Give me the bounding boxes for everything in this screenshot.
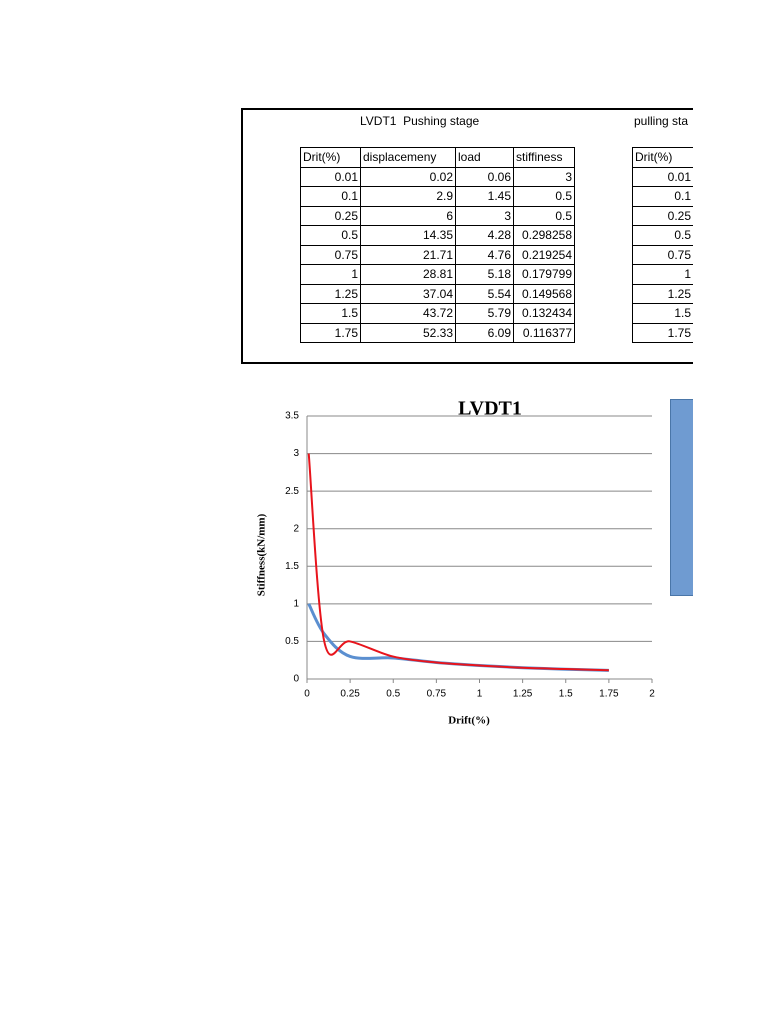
table-title: pulling sta [634, 114, 689, 128]
x-tick-label: 0.5 [386, 689, 400, 700]
cell: 0.116377 [513, 322, 575, 343]
cell: 1.75 [300, 322, 361, 343]
cell: 5.18 [455, 264, 514, 285]
cell: 0.1 [632, 186, 693, 207]
cell: 0.5 [513, 205, 575, 226]
y-tick-label: 0.5 [285, 636, 299, 647]
table-row: 1.5 43.72 5.79 0.132434 [300, 303, 575, 324]
x-axis-label: Drift(%) [448, 715, 490, 727]
x-tick-label: 1.75 [599, 689, 619, 700]
y-tick-label: 0 [293, 674, 299, 685]
x-tick-label: 1 [477, 689, 483, 700]
table-row: 0.5 [632, 225, 693, 246]
x-tick-label: 1.25 [513, 689, 533, 700]
y-tick-label: 3 [293, 448, 299, 459]
y-axis-label: Stiffness(kN/mm) [256, 513, 268, 596]
cell: 14.35 [360, 225, 456, 246]
series-line [307, 453, 609, 672]
table-row: 1.25 37.04 5.54 0.149568 [300, 283, 575, 304]
x-tick-label: 0.75 [427, 689, 447, 700]
x-tick-label: 0.25 [340, 689, 360, 700]
cell: 0.5 [632, 225, 693, 246]
table-row: 0.25 6 3 0.5 [300, 205, 575, 226]
x-tick-label: 2 [649, 689, 655, 700]
y-tick-label: 1.5 [285, 561, 299, 572]
table-box: LVDT1 Pushing stage pulling sta Drit(%) d… [241, 108, 693, 364]
cell: 0.01 [632, 166, 693, 187]
y-tick-label: 2.5 [285, 486, 299, 497]
cell: 6.09 [455, 322, 514, 343]
header-cell: stiffiness [513, 147, 575, 168]
table-row: 0.01 [632, 166, 693, 187]
table-row: 1 28.81 5.18 0.179799 [300, 264, 575, 285]
table-title: LVDT1 Pushing stage [360, 114, 480, 128]
cell: 1.25 [300, 283, 361, 304]
table-row: 1.25 [632, 283, 693, 304]
y-tick-label: 1 [293, 598, 299, 609]
y-tick-label: 2 [293, 523, 299, 534]
cell: 4.28 [455, 225, 514, 246]
pulling-table: Drit(%) 0.01 0.1 0.25 0.5 0.75 1 1.25 1.5 1.75 [632, 147, 693, 343]
cell: 1.75 [632, 322, 693, 343]
pushing-table: Drit(%) displacemeny load stiffiness 0.01 0.0… [300, 147, 575, 343]
table-row: 1.75 52.33 6.09 0.116377 [300, 322, 575, 343]
table-row: Drit(%) displacemeny load stiffiness [300, 147, 575, 168]
table-row: 0.1 [632, 186, 693, 207]
cell: 43.72 [360, 303, 456, 324]
y-tick-label: 3.5 [285, 411, 299, 422]
x-tick-label: 0 [304, 689, 310, 700]
chart-title: LVDT1 [458, 398, 522, 420]
cell: 52.33 [360, 322, 456, 343]
cell: 1.25 [632, 283, 693, 304]
cell: 0.5 [300, 225, 361, 246]
header-cell: load [455, 147, 514, 168]
table-frame: LVDT1 Pushing stage pulling sta Drit(%) d… [241, 108, 693, 364]
x-tick-label: 1.5 [559, 689, 573, 700]
series-line [307, 603, 609, 672]
table-row: 1.75 [632, 322, 693, 343]
table-row: 0.75 21.71 4.76 0.219254 [300, 244, 575, 265]
legend-box [670, 399, 693, 596]
